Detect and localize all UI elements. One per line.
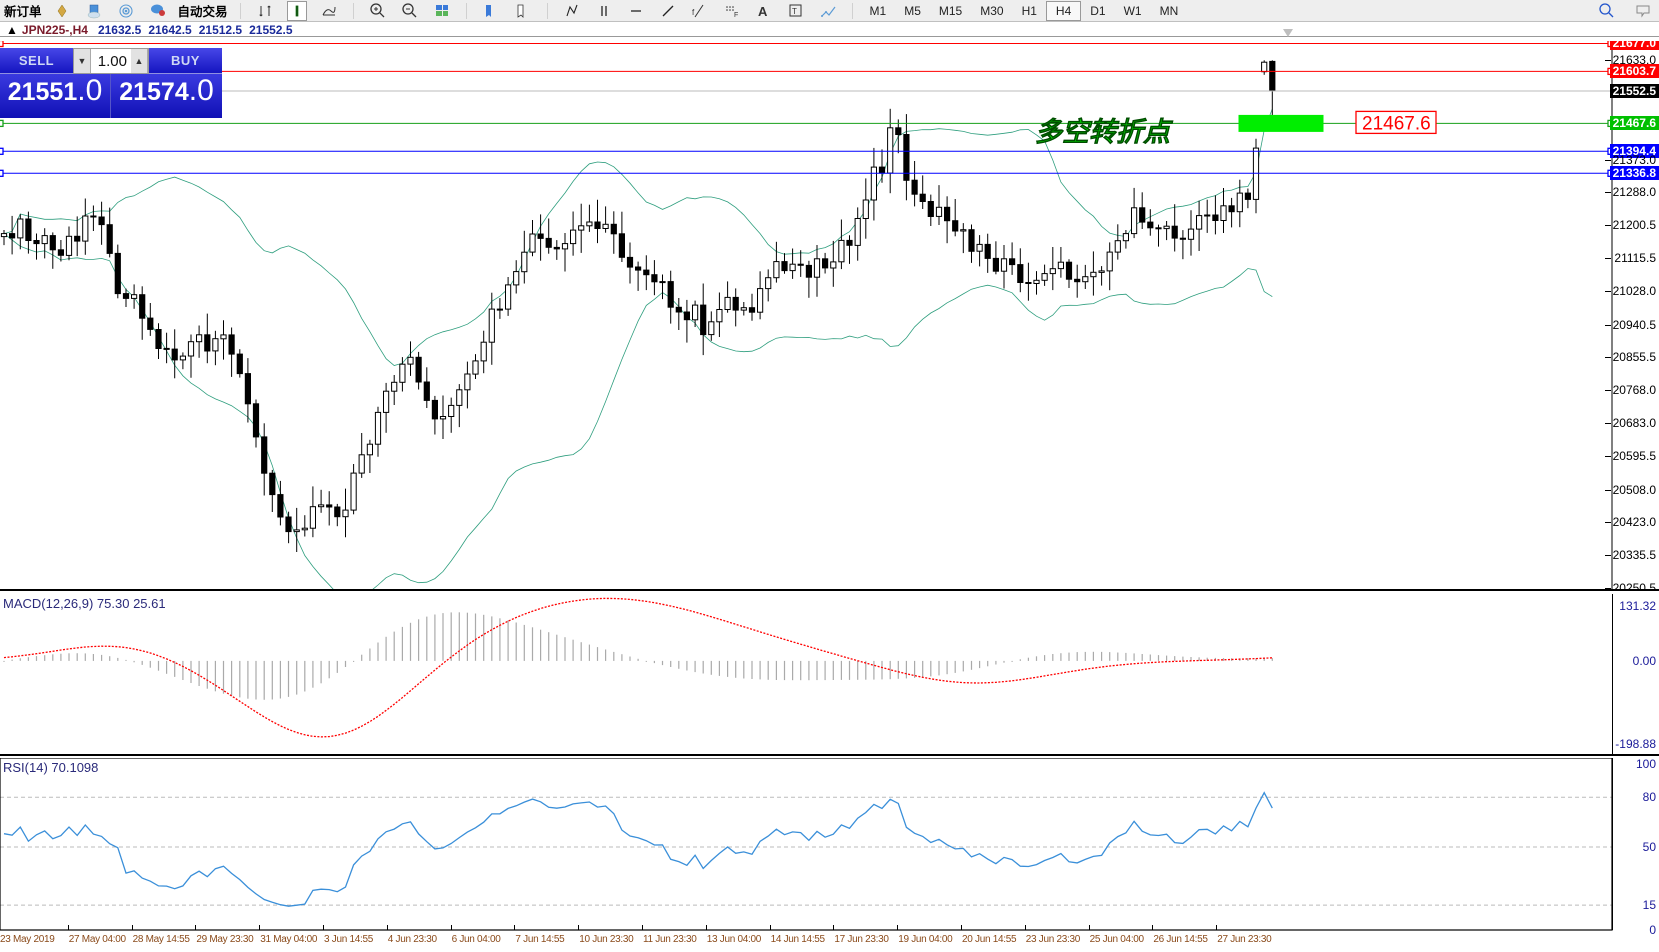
svg-text:A: A: [758, 4, 768, 19]
svg-text:多空转折点: 多空转折点: [1035, 117, 1174, 147]
svg-text:21467.6: 21467.6: [1362, 113, 1431, 134]
svg-text:F: F: [734, 12, 738, 19]
svg-text:f: f: [692, 8, 695, 17]
svg-text:T: T: [792, 7, 797, 16]
